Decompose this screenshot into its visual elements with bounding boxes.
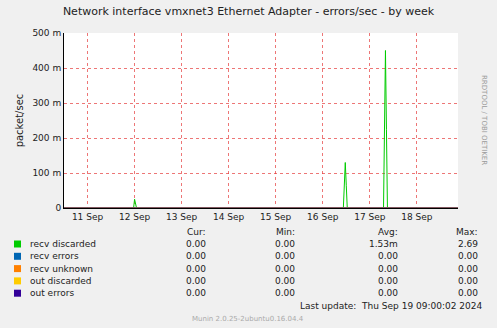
svg-text:0.00: 0.00 [458, 264, 478, 274]
svg-text:Munin 2.0.25-2ubuntu0.16.04.4: Munin 2.0.25-2ubuntu0.16.04.4 [192, 315, 304, 323]
svg-text:Min:: Min: [276, 227, 295, 237]
svg-text:300 m: 300 m [32, 98, 61, 108]
svg-text:0.00: 0.00 [378, 288, 398, 298]
svg-text:0.00: 0.00 [458, 288, 478, 298]
svg-text:0.00: 0.00 [275, 264, 295, 274]
svg-text:200 m: 200 m [32, 133, 61, 143]
svg-text:packet/sec: packet/sec [14, 94, 25, 148]
svg-text:Avg:: Avg: [378, 227, 398, 237]
svg-text:100 m: 100 m [32, 168, 61, 178]
svg-text:Last update: Thu Sep 19 09:00: Last update: Thu Sep 19 09:00:02 2024 [300, 301, 482, 311]
svg-text:500 m: 500 m [32, 28, 61, 38]
svg-text:0.00: 0.00 [458, 276, 478, 286]
svg-text:17 Sep: 17 Sep [354, 212, 386, 222]
svg-text:0.00: 0.00 [378, 264, 398, 274]
svg-text:0.00: 0.00 [275, 276, 295, 286]
svg-text:15 Sep: 15 Sep [260, 212, 292, 222]
svg-text:recv discarded: recv discarded [30, 239, 96, 249]
svg-text:out discarded: out discarded [30, 276, 91, 286]
svg-text:0.00: 0.00 [275, 251, 295, 261]
svg-text:0.00: 0.00 [186, 276, 206, 286]
svg-text:2.69: 2.69 [458, 239, 478, 249]
svg-text:RRDTOOL / TOBI OETIKER: RRDTOOL / TOBI OETIKER [480, 75, 488, 165]
svg-text:16 Sep: 16 Sep [307, 212, 339, 222]
svg-text:out errors: out errors [30, 288, 74, 298]
svg-text:400 m: 400 m [32, 63, 61, 73]
svg-text:18 Sep: 18 Sep [401, 212, 433, 222]
svg-text:recv unknown: recv unknown [30, 264, 93, 274]
svg-text:11 Sep: 11 Sep [72, 212, 104, 222]
svg-text:0.00: 0.00 [186, 239, 206, 249]
svg-text:0.00: 0.00 [378, 251, 398, 261]
svg-text:0.00: 0.00 [186, 251, 206, 261]
svg-text:0.00: 0.00 [378, 276, 398, 286]
svg-text:12 Sep: 12 Sep [119, 212, 151, 222]
svg-text:Max:: Max: [456, 227, 478, 237]
svg-text:0.00: 0.00 [275, 288, 295, 298]
svg-text:Network interface vmxnet3 Ethe: Network interface vmxnet3 Ethernet Adapt… [63, 5, 435, 18]
svg-text:0.00: 0.00 [186, 264, 206, 274]
svg-text:recv errors: recv errors [30, 251, 79, 261]
svg-text:14 Sep: 14 Sep [213, 212, 245, 222]
svg-text:13 Sep: 13 Sep [166, 212, 198, 222]
svg-text:1.53m: 1.53m [369, 239, 398, 249]
svg-text:Cur:: Cur: [187, 227, 206, 237]
svg-text:0.00: 0.00 [275, 239, 295, 249]
svg-text:0.00: 0.00 [458, 251, 478, 261]
svg-text:0: 0 [55, 203, 61, 213]
svg-text:0.00: 0.00 [186, 288, 206, 298]
